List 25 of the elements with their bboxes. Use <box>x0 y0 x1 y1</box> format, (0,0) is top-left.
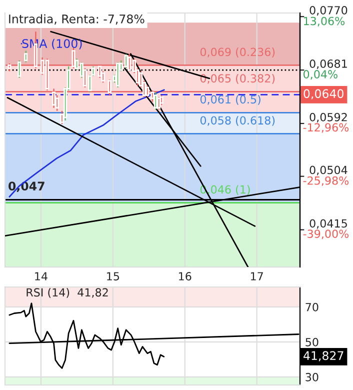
x-tick-label: 15 <box>107 272 120 280</box>
chart-title: Intradia, Renta: -7,78% <box>9 14 144 25</box>
annotation: RSI (14) 41,82 <box>26 288 108 298</box>
y2-tick-label: 13,06% <box>304 16 345 26</box>
y-tick-label: 0,0681 <box>310 59 347 70</box>
y-tick-label: 0,0770 <box>310 6 348 16</box>
ref-line-label: 0,061 (0.5) <box>200 94 260 105</box>
y-tick-label: 0,0592 <box>310 112 347 122</box>
ref-line-label: 0,069 (0.236) <box>200 48 275 58</box>
y-tick-label: 0,0504 <box>310 166 348 176</box>
x-tick-label: 17 <box>250 272 263 280</box>
y-tick-label: 0,0415 <box>310 219 347 229</box>
y2-tick-label: 0,04% <box>304 70 338 80</box>
ref-line-label: 0,0640 <box>304 89 344 100</box>
y-tick-label: 30 <box>306 372 318 382</box>
y2-tick-label: -39,00% <box>303 230 349 240</box>
x-tick-label: 16 <box>179 272 192 280</box>
y-tick-label: 50 <box>306 338 318 346</box>
ref-line-label: 0,065 (0.382) <box>200 74 275 84</box>
text: 41,827 <box>304 351 344 362</box>
y-tick-label: 70 <box>306 302 318 312</box>
x-tick-label: 14 <box>35 272 48 280</box>
ref-line-label: 0,058 (0.618) <box>200 116 275 126</box>
y2-tick-label: -12,96% <box>303 123 349 133</box>
y2-tick-label: -25,98% <box>303 176 349 186</box>
